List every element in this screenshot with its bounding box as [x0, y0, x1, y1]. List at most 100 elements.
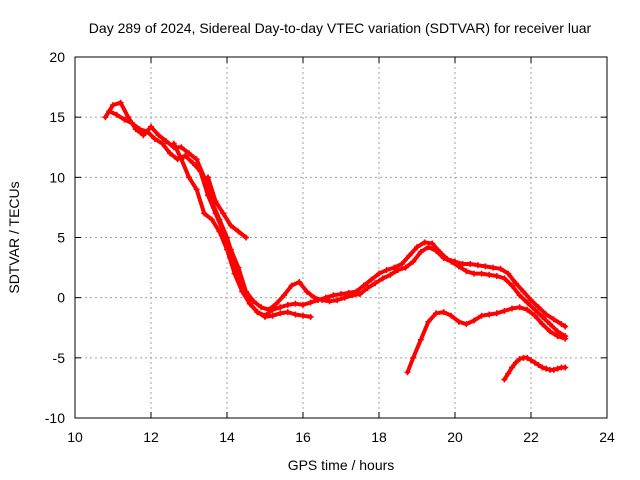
- data-point: [277, 304, 284, 311]
- y-tick-label: 15: [49, 109, 65, 125]
- data-point: [543, 365, 550, 372]
- data-point: [455, 263, 462, 270]
- data-point: [535, 304, 542, 311]
- data-point: [455, 318, 462, 325]
- data-point: [520, 288, 527, 295]
- data-point: [531, 359, 538, 366]
- data-point: [417, 248, 424, 255]
- data-point: [528, 297, 534, 304]
- data-point: [554, 333, 561, 340]
- data-point: [300, 312, 306, 319]
- x-tick-label: 24: [599, 429, 615, 445]
- data-point: [341, 294, 348, 301]
- data-point: [398, 260, 405, 267]
- data-point: [497, 265, 504, 272]
- data-point: [482, 263, 489, 270]
- data-point: [509, 305, 515, 312]
- data-point: [524, 354, 531, 361]
- data-point: [129, 120, 135, 127]
- data-point: [528, 357, 534, 364]
- x-tick-label: 18: [371, 429, 387, 445]
- data-point: [501, 275, 508, 282]
- data-point: [512, 359, 519, 366]
- data-point: [193, 156, 200, 163]
- data-point: [178, 156, 185, 163]
- data-point: [554, 365, 561, 372]
- data-point: [471, 317, 477, 324]
- data-point: [562, 364, 569, 371]
- data-point: [284, 301, 291, 308]
- y-tick-label: 10: [49, 169, 65, 185]
- data-point: [379, 275, 386, 282]
- y-tick-label: 5: [57, 230, 65, 246]
- data-point: [383, 266, 390, 273]
- series-arc-1: [103, 100, 568, 329]
- data-point: [459, 260, 466, 267]
- data-point: [167, 150, 173, 157]
- data-point: [433, 310, 439, 317]
- data-point: [269, 312, 276, 319]
- data-point: [471, 270, 477, 277]
- data-point: [231, 270, 238, 277]
- data-point: [440, 309, 447, 316]
- series-arc-4: [206, 175, 248, 240]
- x-tick-label: 20: [447, 429, 463, 445]
- data-point: [227, 222, 234, 229]
- data-point: [550, 366, 557, 373]
- data-point: [197, 168, 204, 175]
- data-point: [512, 280, 519, 287]
- data-point: [539, 313, 546, 320]
- data-point: [448, 258, 455, 265]
- data-point: [193, 186, 200, 193]
- data-point: [208, 216, 215, 223]
- data-point: [357, 291, 363, 298]
- data-point: [319, 297, 325, 304]
- data-point: [478, 312, 485, 319]
- data-point: [562, 335, 569, 342]
- data-point: [235, 264, 242, 271]
- data-point: [417, 336, 424, 343]
- data-point: [300, 301, 306, 308]
- data-point: [182, 152, 189, 159]
- data-point: [425, 318, 432, 325]
- data-point: [265, 306, 272, 313]
- grid-lines: [75, 57, 607, 418]
- data-point: [212, 210, 219, 217]
- data-point: [243, 234, 249, 241]
- data-point: [493, 273, 500, 280]
- data-point: [303, 288, 310, 295]
- data-point: [501, 376, 508, 383]
- data-point: [170, 140, 177, 147]
- data-point: [410, 258, 417, 265]
- data-point: [490, 264, 496, 271]
- data-point: [117, 99, 124, 106]
- data-point: [505, 370, 512, 377]
- data-point: [254, 309, 261, 316]
- data-point: [539, 364, 546, 371]
- data-point: [368, 276, 375, 283]
- data-point: [539, 321, 546, 328]
- data-point: [284, 309, 291, 316]
- data-point: [125, 114, 132, 121]
- data-point: [486, 311, 493, 318]
- data-series: [102, 99, 569, 383]
- data-point: [404, 369, 411, 376]
- data-point: [406, 252, 413, 259]
- data-point: [524, 299, 531, 306]
- data-point: [216, 228, 223, 235]
- data-point: [288, 282, 295, 289]
- data-point: [250, 298, 257, 305]
- data-point: [516, 304, 523, 311]
- data-point: [547, 321, 553, 328]
- data-point: [364, 285, 371, 292]
- data-point: [307, 313, 314, 320]
- data-point: [220, 210, 227, 217]
- data-point: [516, 356, 523, 363]
- data-point: [201, 210, 208, 217]
- data-point: [102, 114, 109, 121]
- data-point: [326, 298, 333, 305]
- axis-ticks: 10 12 14 16 18 20 22 24 -10 -5 0 5 10 15 20: [45, 49, 615, 445]
- series-arc-5: [405, 305, 568, 375]
- data-point: [463, 268, 470, 275]
- data-point: [562, 323, 569, 330]
